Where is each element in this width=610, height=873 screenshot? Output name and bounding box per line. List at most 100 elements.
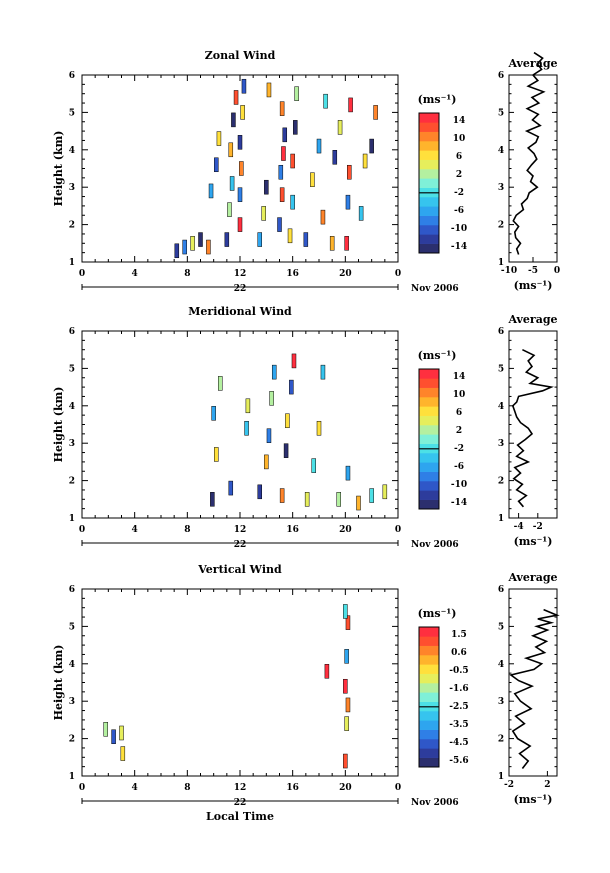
average-y-tick-label: 4 [498, 402, 504, 412]
heatmap-cell [290, 194, 295, 210]
average-y-tick-label: 5 [498, 622, 504, 632]
colorbar-tick-label: -6 [454, 206, 464, 216]
average-y-tick-label: 1 [498, 772, 504, 782]
colorbar-segment [419, 215, 439, 226]
heatmap-cell [311, 458, 316, 473]
heatmap-cell [358, 206, 364, 221]
heatmap-cell [362, 153, 368, 169]
heatmap-cell [239, 161, 244, 176]
x-tick-label: 0 [79, 783, 85, 793]
colorbar-segment [419, 481, 439, 491]
heatmap-cell [310, 172, 315, 187]
colorbar-tick-label: -2 [454, 444, 464, 454]
heatmap-cell [211, 406, 216, 421]
colorbar-segment [419, 471, 439, 482]
average-x-tick-label: -2 [504, 780, 514, 790]
colorbar-segment [419, 636, 439, 646]
y-tick-label: 4 [69, 146, 75, 156]
y-tick-label: 1 [69, 772, 75, 782]
heatmap-cell [285, 413, 290, 429]
colorbar-segment [419, 664, 439, 674]
heatmap-cell [320, 209, 326, 225]
date-day-label: 22 [234, 798, 247, 808]
colorbar-segment [419, 178, 439, 188]
heatmap-cell [264, 179, 269, 195]
heatmap-cell [336, 492, 341, 507]
colorbar-segment [419, 462, 439, 472]
date-label: Nov 2006 [411, 284, 459, 294]
colorbar-tick-label: -14 [451, 498, 467, 508]
average-x-tick-label: -5 [528, 266, 538, 276]
heatmap-cell [320, 364, 326, 380]
y-tick-label: 5 [69, 622, 75, 632]
colorbar-segment [419, 645, 439, 656]
average-y-tick-label: 4 [498, 146, 504, 156]
x-tick-label: 16 [286, 783, 299, 793]
average-y-tick-label: 6 [498, 585, 504, 595]
heatmap-cell [103, 722, 108, 737]
panel-title: Vertical Wind [197, 563, 282, 576]
x-tick-label: 0 [79, 269, 85, 279]
colorbar-segment [419, 655, 439, 665]
y-tick-label: 2 [69, 221, 75, 231]
colorbar-segment [419, 739, 439, 749]
date-day-label: 22 [234, 540, 247, 550]
colorbar-segment [419, 692, 439, 702]
colorbar-tick-label: -3.5 [449, 720, 468, 730]
colorbar-segment [419, 206, 439, 216]
colorbar-segment [419, 141, 439, 151]
colorbar-tick-label: -4.5 [449, 738, 468, 748]
colorbar-tick-label: 2 [456, 170, 462, 180]
colorbar-tick-label: -2.5 [449, 702, 468, 712]
heatmap-cell [266, 428, 272, 443]
heatmap-cell [287, 228, 293, 244]
x-tick-label: 12 [234, 525, 247, 535]
date-day-label: 22 [234, 284, 247, 294]
colorbar-segment [419, 683, 439, 693]
colorbar-tick-label: 2 [456, 426, 462, 436]
plot-frame [81, 330, 399, 519]
colorbar-tick-label: 1.5 [451, 630, 467, 640]
heatmap-cell [198, 232, 203, 247]
colorbar-segment [419, 425, 439, 435]
colorbar-unit: (ms⁻¹) [418, 93, 457, 106]
average-x-axis-label: (ms⁻¹) [514, 279, 553, 292]
heatmap-cell [271, 364, 277, 380]
colorbar-tick-label: 14 [453, 116, 466, 126]
colorbar-tick-label: -5.6 [449, 756, 468, 766]
heatmap-cell [345, 465, 351, 481]
average-profile-line [509, 608, 560, 769]
heatmap-cell [282, 127, 288, 143]
colorbar-tick-label: -14 [451, 242, 467, 252]
colorbar-segment [419, 397, 439, 407]
average-y-tick-label: 4 [498, 660, 504, 670]
x-tick-label: 0 [395, 783, 401, 793]
heatmap-cell [281, 146, 286, 161]
x-tick-label: 16 [286, 525, 299, 535]
average-y-tick-label: 2 [498, 735, 504, 745]
x-tick-label: 4 [132, 269, 138, 279]
colorbar-segment [419, 757, 439, 768]
x-tick-label: 4 [132, 525, 138, 535]
average-title: Average [507, 313, 557, 326]
heatmap-cell [294, 86, 299, 101]
colorbar-tick-label: -0.5 [449, 666, 468, 676]
y-tick-label: 3 [69, 439, 75, 449]
colorbar-segment [419, 415, 439, 426]
heatmap-cell [356, 495, 361, 511]
colorbar-segment [419, 748, 439, 758]
colorbar-segment [419, 197, 439, 207]
x-tick-label: 4 [132, 783, 138, 793]
colorbar-segment [419, 169, 439, 179]
colorbar-tick-label: -6 [454, 462, 464, 472]
heatmap-cell [345, 697, 351, 713]
heatmap-cell [382, 484, 388, 500]
heatmap-cell [227, 202, 232, 217]
heatmap-cell [228, 480, 234, 496]
x-tick-label: 0 [79, 525, 85, 535]
colorbar-segment [419, 378, 439, 388]
colorbar-segment [419, 150, 439, 160]
heatmap-cell [344, 649, 349, 664]
average-y-tick-label: 2 [498, 221, 504, 231]
average-x-tick-label: 0 [554, 266, 560, 276]
